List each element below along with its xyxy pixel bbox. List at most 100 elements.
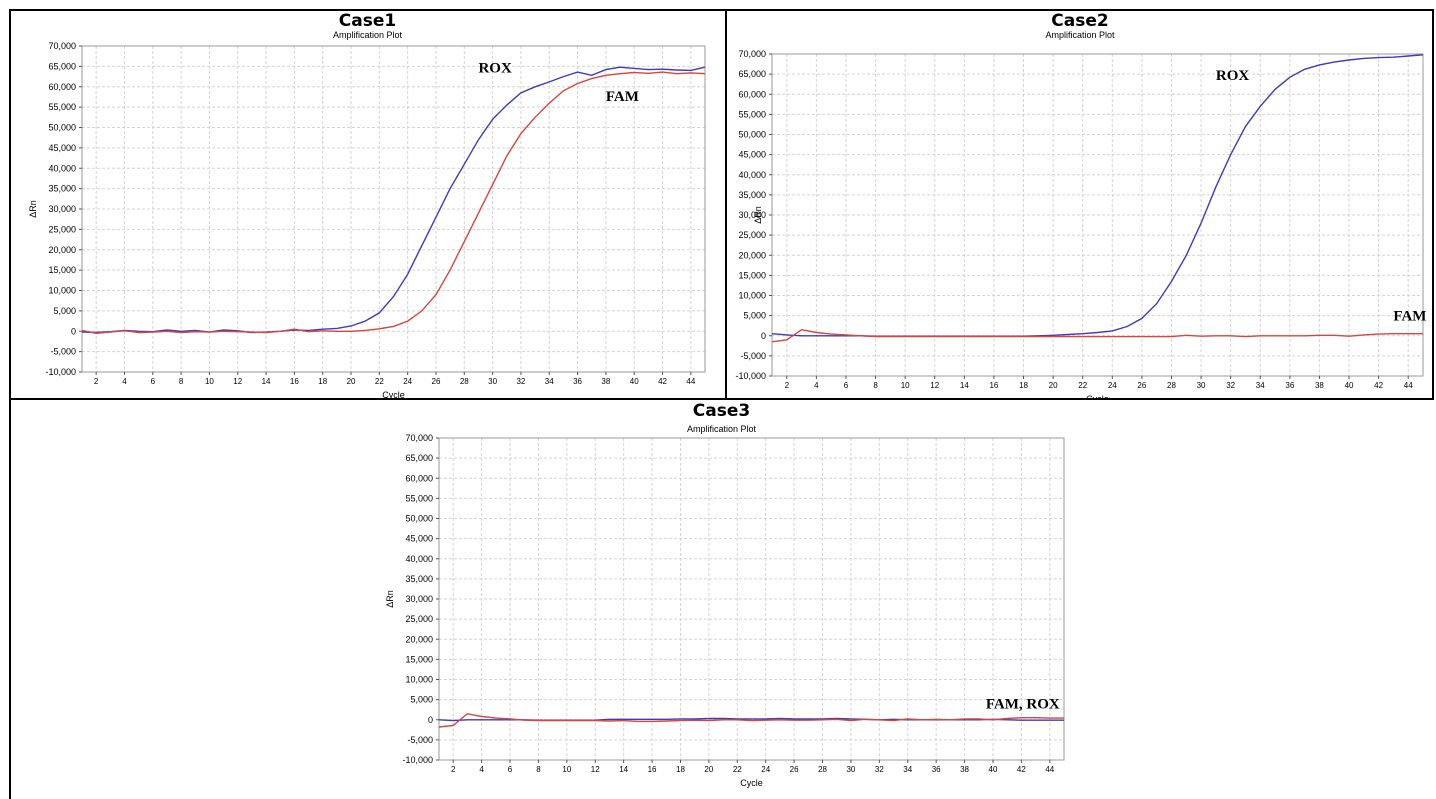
case3-x-tick-label: 42 [1017,765,1026,774]
case3-x-tick-label: 24 [761,765,770,774]
frame-divider [10,398,1434,400]
case2-rox-series-label: ROX [1216,68,1250,84]
case2-subtitle: Amplification Plot [1045,30,1115,40]
case1-y-tick-label: 40,000 [48,163,76,173]
case1-x-tick-label: 32 [516,377,525,386]
case2-x-tick-label: 6 [844,381,849,390]
case2-y-axis-label: ΔRn [753,206,763,224]
case1-x-tick-label: 30 [488,377,497,386]
case2-y-tick-label: 20,000 [738,250,766,260]
case2-x-tick-label: 12 [930,381,939,390]
case3-y-tick-label: 25,000 [405,614,433,624]
case1-x-tick-label: 28 [460,377,469,386]
frame-left [9,9,11,799]
case1-x-tick-label: 24 [403,377,412,386]
case2-y-tick-label: 25,000 [738,230,766,240]
case3-grid [439,437,1064,761]
case3-x-tick-label: 44 [1045,765,1054,774]
case3-x-tick-label: 14 [619,765,628,774]
case1-x-tick-label: 8 [179,377,184,386]
case3-x-tick-label: 16 [648,765,657,774]
case1-chart: -10,000 -5,000 0 5,000 10,000 15,000 20,000 25,… [28,41,706,398]
case2-x-tick-label: 26 [1137,381,1146,390]
case3-x-tick-label: 28 [818,765,827,774]
case3-y-axis-label: ΔRn [385,590,395,608]
case3-x-tick-label: 36 [932,765,941,774]
case2-y-tick-label: 35,000 [738,190,766,200]
case1-subtitle: Amplification Plot [332,30,403,40]
case1-x-tick-label: 12 [233,377,242,386]
case2-x-tick-label: 20 [1049,381,1058,390]
case3-x-tick-label: 4 [479,765,484,774]
case1-x-tick-label: 2 [94,377,99,386]
case2-x-tick-label: 14 [960,381,969,390]
case3-y-tick-label: 30,000 [405,594,433,604]
case3-y-tick-label: -10,000 [402,755,433,765]
case2-x-tick-label: 30 [1197,381,1206,390]
case3-x-tick-label: 18 [676,765,685,774]
case1-x-tick-label: 38 [601,377,610,386]
case3-y-tick-label: 20,000 [405,634,433,644]
case2-y-tick-label: 30,000 [738,210,766,220]
case1-y-axis-label: ΔRn [28,200,38,218]
case2-grid [772,53,1423,377]
case1-x-tick-label: 40 [630,377,639,386]
panel-case2: Case2 Amplification Plot -10,000 -5,000 0 5… [727,10,1433,398]
case3-series-annotation: FAM, ROX [986,696,1060,712]
case2-x-tick-label: 10 [901,381,910,390]
case1-x-tick-label: 18 [318,377,327,386]
case3-y-tick-label: 40,000 [405,554,433,564]
case2-y-tick-label: 5,000 [743,311,766,321]
case2-y-tick-label: -10,000 [735,371,766,381]
case1-y-tick-label: 25,000 [48,224,76,234]
case1-y-tick-label: 50,000 [48,123,76,133]
case3-y-tick-label: 0 [428,715,433,725]
case2-x-axis-label: Cycle [1086,394,1109,398]
case3-y-tick-label: 65,000 [405,453,433,463]
case1-y-tick-label: 35,000 [48,184,76,194]
case1-x-tick-label: 44 [686,377,695,386]
case2-y-tick-label: 40,000 [738,170,766,180]
case2-y-tick-label: -5,000 [740,351,766,361]
case2-y-tick-label: 45,000 [738,150,766,160]
case3-x-tick-label: 30 [846,765,855,774]
case1-y-tick-label: 60,000 [48,82,76,92]
case2-x-tick-label: 38 [1315,381,1324,390]
case2-x-tick-label: 16 [989,381,998,390]
case1-y-tick-label: 30,000 [48,204,76,214]
case3-y-tick-label: 55,000 [405,493,433,503]
case1-x-tick-label: 42 [658,377,667,386]
case1-x-tick-label: 4 [122,377,127,386]
case3-y-tick-label: 5,000 [410,695,433,705]
case2-x-tick-label: 4 [814,381,819,390]
case1-y-tick-label: -10,000 [45,367,76,377]
case2-x-tick-label: 36 [1285,381,1294,390]
case1-y-tick-label: 10,000 [48,286,76,296]
case3-y-tick-label: 45,000 [405,534,433,544]
case2-x-tick-label: 34 [1256,381,1265,390]
case3-y-tick-label: 35,000 [405,574,433,584]
case2-x-tick-label: 40 [1345,381,1354,390]
case1-y-tick-label: 70,000 [48,41,76,51]
case2-title: Case2 [1051,11,1109,31]
case1-y-tick-label: 65,000 [48,61,76,71]
case2-x-tick-label: 28 [1167,381,1176,390]
case2-y-tick-label: 65,000 [738,69,766,79]
case3-x-tick-label: 8 [536,765,541,774]
case3-x-tick-label: 2 [451,765,456,774]
case2-chart: -10,000 -5,000 0 5,000 10,000 15,000 20,000 25,… [735,49,1426,398]
case3-x-axis-label: Cycle [740,778,763,788]
case1-x-tick-label: 10 [205,377,214,386]
case3-x-tick-label: 38 [960,765,969,774]
case2-x-tick-label: 32 [1226,381,1235,390]
case1-y-tick-label: 5,000 [53,306,76,316]
case1-y-tick-label: 20,000 [48,245,76,255]
case2-x-tick-label: 8 [873,381,878,390]
case2-y-tick-label: 10,000 [738,291,766,301]
case3-y-tick-label: 10,000 [405,675,433,685]
case3-x-tick-label: 40 [989,765,998,774]
case1-y-tick-label: 15,000 [48,265,76,275]
case3-x-tick-label: 22 [733,765,742,774]
case2-y-tick-label: 50,000 [738,130,766,140]
case3-x-tick-label: 32 [875,765,884,774]
